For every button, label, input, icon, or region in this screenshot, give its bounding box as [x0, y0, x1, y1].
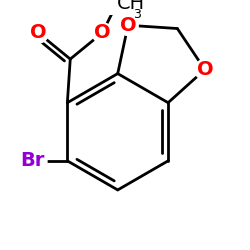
Text: Br: Br: [20, 151, 45, 170]
Circle shape: [118, 15, 138, 36]
Text: 3: 3: [134, 8, 141, 21]
Circle shape: [18, 146, 47, 176]
Circle shape: [92, 23, 112, 43]
Text: O: O: [120, 16, 136, 35]
Text: O: O: [30, 24, 46, 42]
Text: O: O: [94, 24, 110, 42]
Text: CH: CH: [117, 0, 145, 13]
Text: O: O: [196, 60, 213, 79]
Circle shape: [195, 60, 215, 80]
Circle shape: [28, 23, 48, 43]
